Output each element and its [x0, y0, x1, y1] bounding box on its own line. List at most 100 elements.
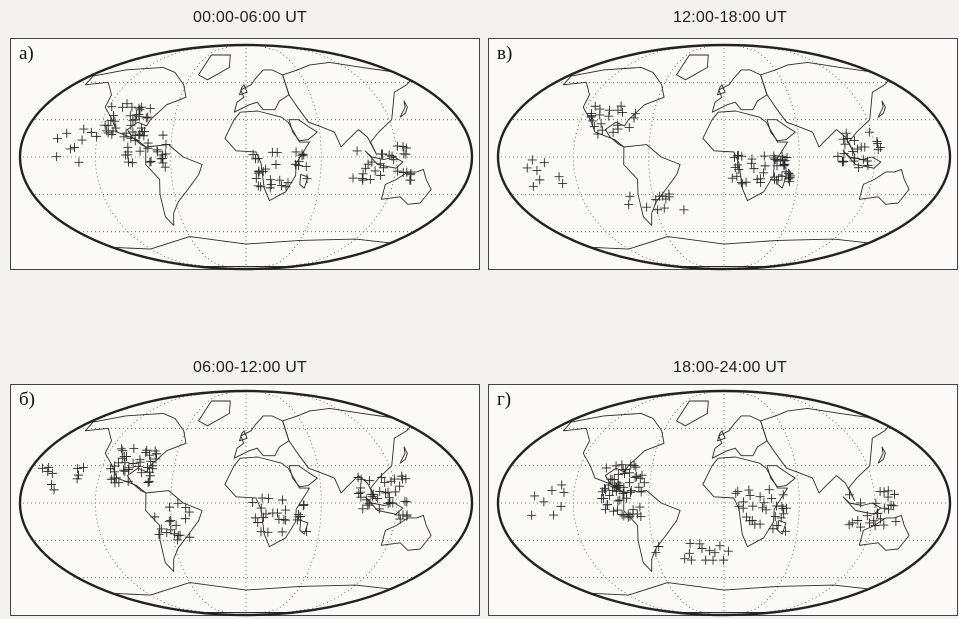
event-marker — [135, 105, 145, 115]
event-marker — [251, 154, 261, 164]
meridian-line — [572, 45, 702, 269]
event-marker — [601, 504, 611, 514]
japan-outline — [399, 100, 408, 118]
event-marker — [554, 172, 564, 182]
event-marker — [622, 493, 632, 503]
event-marker — [634, 482, 644, 492]
event-marker — [613, 105, 623, 115]
event-marker — [613, 505, 623, 515]
event-marker — [127, 158, 137, 168]
event-marker — [152, 147, 162, 157]
event-marker — [730, 163, 740, 173]
event-marker — [73, 470, 83, 480]
event-marker — [715, 541, 725, 551]
event-marker — [70, 142, 80, 152]
event-marker — [770, 512, 780, 522]
event-marker — [273, 508, 283, 518]
event-marker — [767, 494, 777, 504]
event-marker — [184, 507, 194, 517]
event-marker — [759, 151, 769, 161]
south-america-outline — [623, 144, 681, 226]
indonesia-outline — [364, 150, 404, 169]
event-marker — [72, 474, 82, 484]
event-marker — [865, 518, 875, 528]
event-marker — [528, 181, 538, 191]
panel-a-title: 00:00-06:00 UT — [193, 9, 307, 26]
event-marker — [47, 468, 57, 478]
event-marker — [277, 181, 287, 191]
event-marker — [376, 170, 386, 180]
africa-outline — [224, 456, 310, 548]
event-marker — [173, 498, 183, 508]
event-marker — [145, 157, 155, 167]
event-marker — [617, 510, 627, 520]
event-marker — [729, 152, 739, 162]
antarctica-outline — [574, 582, 880, 613]
event-marker — [871, 498, 881, 508]
event-marker — [164, 516, 174, 526]
event-marker — [395, 514, 405, 524]
event-marker — [661, 194, 671, 204]
event-marker — [636, 511, 646, 521]
event-marker — [618, 489, 628, 499]
event-marker — [547, 485, 557, 495]
event-marker — [136, 468, 146, 478]
greenland-outline — [198, 400, 231, 427]
event-marker — [617, 107, 627, 117]
event-marker — [389, 155, 399, 165]
event-marker — [708, 555, 718, 565]
event-marker — [165, 502, 175, 512]
event-marker — [373, 494, 383, 504]
event-marker — [361, 163, 371, 173]
north-america-outline — [84, 412, 187, 494]
event-marker — [397, 471, 407, 481]
event-marker — [123, 147, 133, 157]
event-marker — [749, 164, 759, 174]
event-marker — [277, 495, 287, 505]
uk-outline — [239, 430, 248, 442]
event-marker — [680, 554, 690, 564]
event-marker — [772, 175, 782, 185]
meridian-line — [257, 45, 322, 269]
event-marker — [150, 512, 160, 522]
greenland-outline — [676, 54, 709, 81]
event-marker — [376, 472, 386, 482]
event-marker — [172, 535, 182, 545]
event-marker — [840, 139, 850, 149]
antarctica-outline — [574, 236, 880, 267]
event-marker — [870, 521, 880, 531]
event-marker — [263, 527, 273, 537]
event-marker — [281, 515, 291, 525]
world-map-g — [496, 389, 952, 617]
event-marker — [737, 179, 747, 189]
event-marker — [629, 113, 639, 123]
event-marker — [181, 502, 191, 512]
asia-outline — [282, 407, 414, 501]
event-marker — [755, 492, 765, 502]
event-marker — [779, 509, 789, 519]
australia-outline — [858, 168, 910, 205]
map-boundary — [18, 389, 474, 617]
event-marker — [143, 462, 153, 472]
event-marker — [384, 150, 394, 160]
event-marker — [556, 501, 566, 511]
event-marker — [180, 514, 190, 524]
arabia-outline — [766, 465, 796, 488]
event-marker — [854, 163, 864, 173]
event-marker — [755, 519, 765, 529]
event-marker — [129, 444, 139, 454]
event-marker — [781, 167, 791, 177]
event-marker — [123, 157, 133, 167]
event-marker — [601, 463, 611, 473]
event-marker — [281, 182, 291, 192]
event-marker — [844, 520, 854, 530]
event-marker — [745, 490, 755, 500]
event-marker — [141, 113, 151, 123]
event-marker — [53, 133, 63, 143]
meridian-line — [746, 45, 876, 269]
event-marker — [119, 132, 129, 142]
event-marker — [357, 174, 367, 184]
event-marker — [133, 461, 143, 471]
event-marker — [883, 492, 893, 502]
event-marker — [127, 102, 137, 112]
